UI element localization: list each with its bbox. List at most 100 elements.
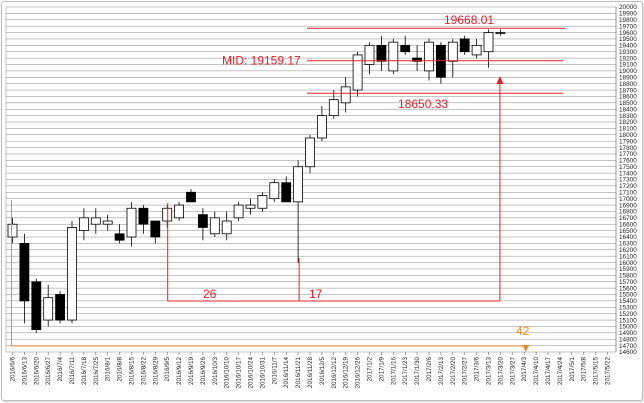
candle-body — [412, 57, 423, 62]
candle-body — [209, 217, 220, 235]
x-tick-label: 2017/3/13 — [486, 357, 493, 386]
candle-body — [102, 220, 113, 225]
x-tick-label: 2017/3/20 — [497, 357, 504, 386]
x-tick-label: 2016/10/31 — [259, 357, 266, 389]
orange-arrow-down — [522, 345, 530, 352]
x-tick-label: 2016/11/7 — [271, 357, 278, 385]
x-tick-label: 2016/11/21 — [295, 357, 302, 389]
y-tick-label: 14900 — [619, 330, 637, 337]
x-tick-label: 2016/6/20 — [33, 357, 40, 386]
y-tick-label: 17500 — [619, 164, 637, 171]
y-tick-label: 18300 — [619, 113, 637, 120]
x-tick-label: 2016/9/12 — [176, 357, 183, 386]
candle-body — [174, 204, 185, 219]
count-label-17: 17 — [309, 287, 323, 301]
y-tick-label: 17600 — [619, 158, 637, 165]
x-tick-label: 2016/9/5 — [164, 357, 171, 382]
candle-body — [197, 214, 208, 228]
y-tick-label: 19200 — [619, 55, 637, 62]
x-tick-label: 2016/12/19 — [343, 357, 350, 389]
y-tick-label: 18900 — [619, 74, 637, 81]
candle-body — [352, 54, 363, 91]
y-tick-label: 19400 — [619, 43, 637, 50]
x-tick-label: 2016/10/3 — [212, 357, 219, 386]
low-line-label: 18650.33 — [398, 97, 448, 111]
candle-body — [138, 207, 149, 225]
x-tick-label: 2016/12/26 — [355, 357, 362, 389]
candle-body — [186, 191, 196, 203]
candle-body — [126, 207, 137, 238]
candle-body — [483, 32, 494, 53]
x-tick-label: 2016/7/11 — [69, 357, 76, 385]
y-tick-label: 18400 — [619, 106, 637, 113]
y-tick-label: 18100 — [619, 126, 637, 133]
count-label-26: 26 — [203, 287, 217, 301]
candle-body — [376, 44, 387, 62]
x-tick-label: 2016/8/8 — [117, 357, 124, 382]
x-tick-label: 2016/8/22 — [140, 357, 147, 386]
candle-body — [67, 227, 77, 321]
y-tick-label: 17000 — [619, 196, 637, 203]
y-tick-label: 19000 — [619, 68, 637, 75]
y-tick-label: 14800 — [619, 336, 637, 343]
y-tick-label: 15200 — [619, 311, 637, 318]
candle-body — [281, 182, 292, 203]
x-tick-label: 2016/6/6 — [10, 357, 17, 382]
x-tick-label: 2016/10/10 — [224, 357, 231, 389]
y-tick-label: 16600 — [619, 221, 637, 228]
candle-body — [435, 44, 446, 78]
y-tick-label: 19300 — [619, 49, 637, 56]
candle-body — [471, 44, 482, 56]
x-tick-label: 2016/8/29 — [152, 357, 159, 386]
y-tick-label: 17700 — [619, 151, 637, 158]
x-tick-label: 2016/8/1 — [105, 357, 112, 382]
y-tick-label: 19600 — [619, 30, 637, 37]
x-tick-label: 2017/2/20 — [450, 357, 457, 386]
y-tick-label: 18800 — [619, 81, 637, 88]
y-tick-label: 16200 — [619, 247, 637, 254]
y-tick-label: 17100 — [619, 189, 637, 196]
y-tick-label: 16300 — [619, 241, 637, 248]
x-tick-label: 2017/5/8 — [581, 357, 588, 382]
x-tick-label: 2017/2/13 — [438, 357, 445, 386]
y-tick-label: 16700 — [619, 215, 637, 222]
x-tick-label: 2017/3/27 — [509, 357, 516, 386]
y-tick-label: 15500 — [619, 292, 637, 299]
y-tick-label: 18600 — [619, 94, 637, 101]
x-tick-label: 2017/1/9 — [378, 357, 385, 382]
candle-body — [495, 32, 506, 34]
x-tick-label: 2017/5/22 — [605, 357, 612, 386]
y-tick-label: 14600 — [619, 349, 637, 356]
candle-body — [79, 217, 89, 232]
x-tick-label: 2016/11/14 — [283, 357, 290, 389]
y-tick-label: 16800 — [619, 209, 637, 216]
candle-body — [293, 166, 304, 203]
x-tick-label: 2016/12/12 — [331, 357, 338, 389]
candle-body — [19, 242, 30, 302]
x-tick-label: 2017/1/16 — [390, 357, 397, 386]
x-tick-label: 2017/4/10 — [533, 357, 540, 386]
y-tick-label: 15300 — [619, 304, 637, 311]
y-tick-label: 17900 — [619, 138, 637, 145]
y-tick-label: 15900 — [619, 266, 637, 273]
x-tick-label: 2017/1/2 — [367, 357, 374, 382]
x-tick-label: 2017/4/3 — [521, 357, 528, 382]
candle-body — [90, 217, 101, 225]
candle-body — [305, 137, 315, 168]
x-tick-label: 2016/9/19 — [188, 357, 195, 386]
y-tick-label: 16500 — [619, 228, 637, 235]
y-tick-label: 15000 — [619, 324, 637, 331]
x-tick-label: 2016/9/26 — [200, 357, 207, 386]
x-tick-label: 2017/4/17 — [545, 357, 552, 386]
candle-body — [257, 195, 268, 209]
candle-body — [233, 204, 244, 219]
candle-body — [221, 220, 232, 235]
candle-body — [388, 41, 399, 72]
x-tick-label: 2016/12/5 — [319, 357, 326, 386]
x-tick-label: 2016/6/13 — [21, 357, 28, 386]
candle-body — [114, 233, 125, 241]
candle-body — [340, 86, 351, 104]
x-tick-label: 2016/7/18 — [81, 357, 88, 386]
y-tick-label: 15600 — [619, 285, 637, 292]
